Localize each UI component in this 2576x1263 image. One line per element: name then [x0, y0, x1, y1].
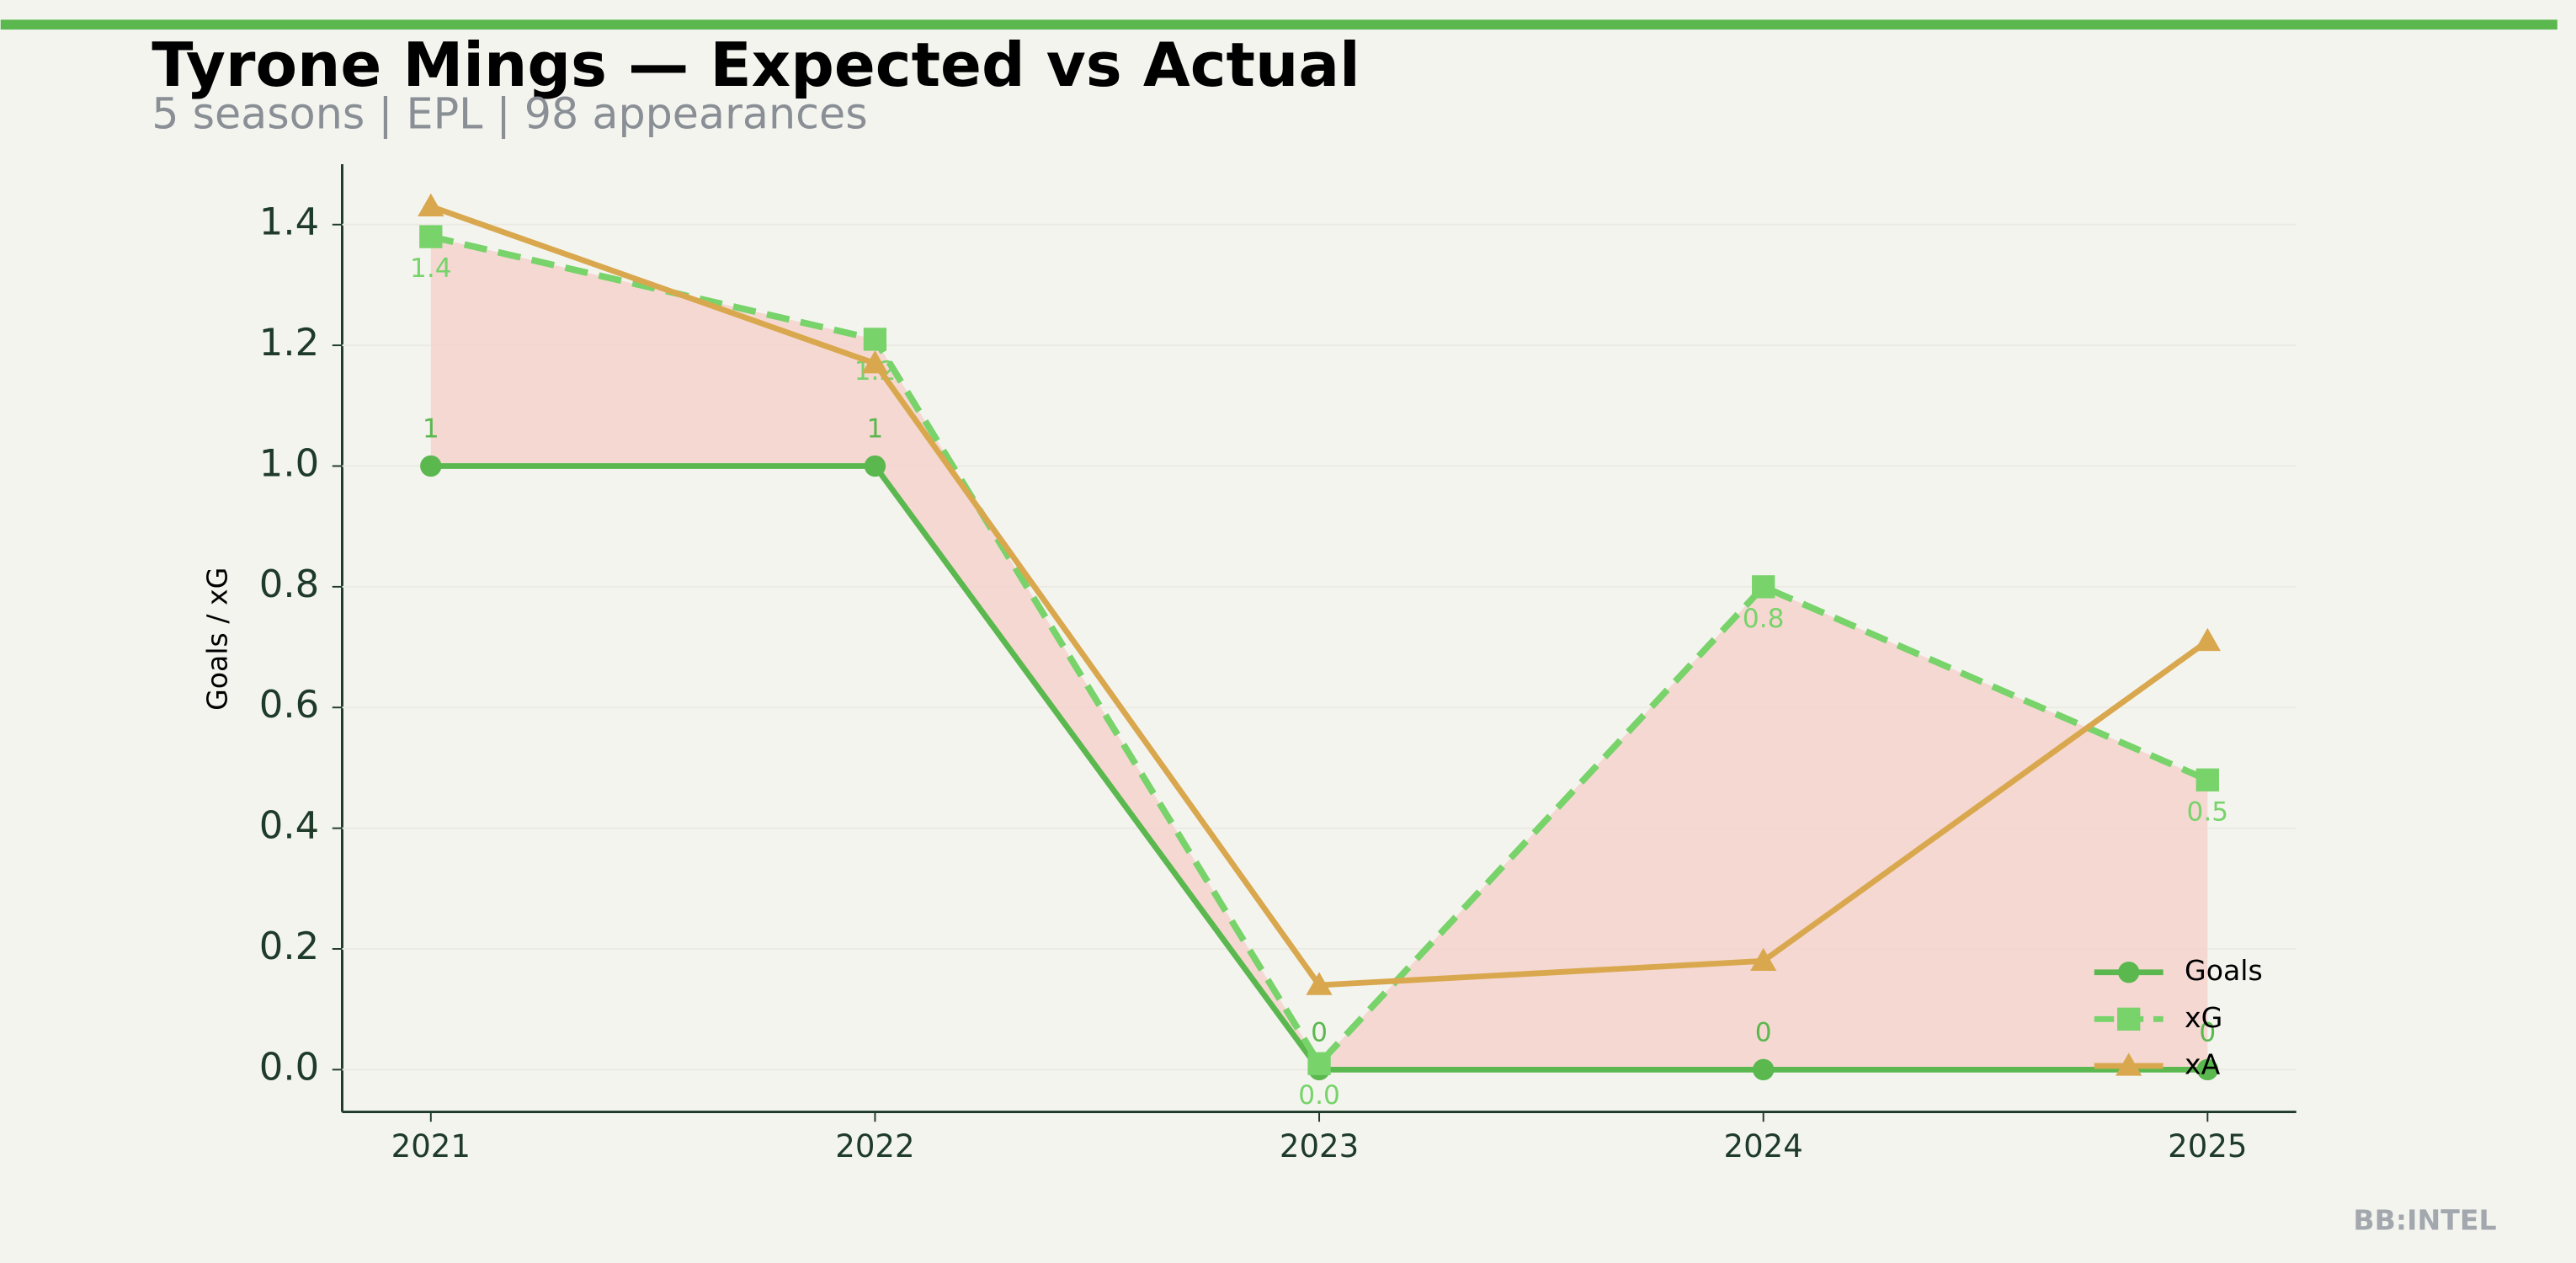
- point: [2196, 1058, 2219, 1081]
- data-label: 1.4: [410, 253, 452, 284]
- y-tick-label: 1.4: [259, 200, 319, 244]
- x-tick-label: 2024: [1724, 1128, 1803, 1164]
- x-tick-label: 2021: [391, 1128, 471, 1164]
- data-label: 0: [1755, 1017, 1772, 1047]
- y-tick-label: 0.4: [259, 803, 319, 848]
- series-line: [429, 233, 2209, 1069]
- legend-marker: [2118, 962, 2140, 983]
- point: [1753, 1058, 1775, 1081]
- point: [863, 328, 887, 351]
- y-tick-label: 1.2: [259, 320, 319, 365]
- y-tick-label: 0.6: [259, 682, 319, 727]
- x-tick-label: 2022: [835, 1128, 914, 1164]
- legend-label: Goals: [2185, 954, 2263, 987]
- point: [2195, 768, 2219, 791]
- y-tick-label: 0.2: [259, 924, 319, 968]
- point: [1306, 972, 1333, 995]
- x-tick-label: 2023: [1280, 1128, 1359, 1164]
- legend-label: xA: [2185, 1047, 2221, 1080]
- chart-title: Tyrone Mings — Expected vs Actual: [152, 30, 1360, 101]
- data-label: 0: [1311, 1017, 1328, 1047]
- gap-fill: [430, 237, 2208, 1070]
- data-label: 0.5: [2187, 797, 2229, 827]
- y-tick-label: 0.8: [259, 562, 319, 606]
- point: [419, 225, 443, 248]
- data-label: 1: [867, 414, 884, 445]
- point: [1752, 575, 1775, 599]
- y-tick-label: 1.0: [259, 440, 319, 485]
- legend-marker: [2117, 1007, 2141, 1031]
- point: [1750, 947, 1777, 972]
- x-tick-label: 2025: [2168, 1128, 2247, 1164]
- legend-label: xG: [2185, 1001, 2222, 1034]
- point: [2194, 627, 2221, 652]
- data-label: 0: [2199, 1017, 2216, 1047]
- y-tick-label: 0.0: [259, 1044, 319, 1089]
- point: [864, 455, 886, 477]
- point: [861, 350, 889, 374]
- y-axis-label: Goals / xG: [201, 568, 234, 711]
- point: [418, 193, 444, 216]
- data-label: 0.8: [1743, 604, 1785, 634]
- point: [1307, 1052, 1331, 1075]
- chart-subtitle: 5 seasons | EPL | 98 appearances: [152, 88, 867, 139]
- data-label: 0.0: [1298, 1080, 1340, 1111]
- legend-marker: [2116, 1052, 2142, 1076]
- point: [420, 455, 442, 477]
- legend: Goals xG xA: [2094, 954, 2263, 1080]
- data-label: 1: [423, 414, 439, 445]
- accent-bar: [0, 19, 2557, 30]
- watermark: BB:INTEL: [2353, 1204, 2496, 1237]
